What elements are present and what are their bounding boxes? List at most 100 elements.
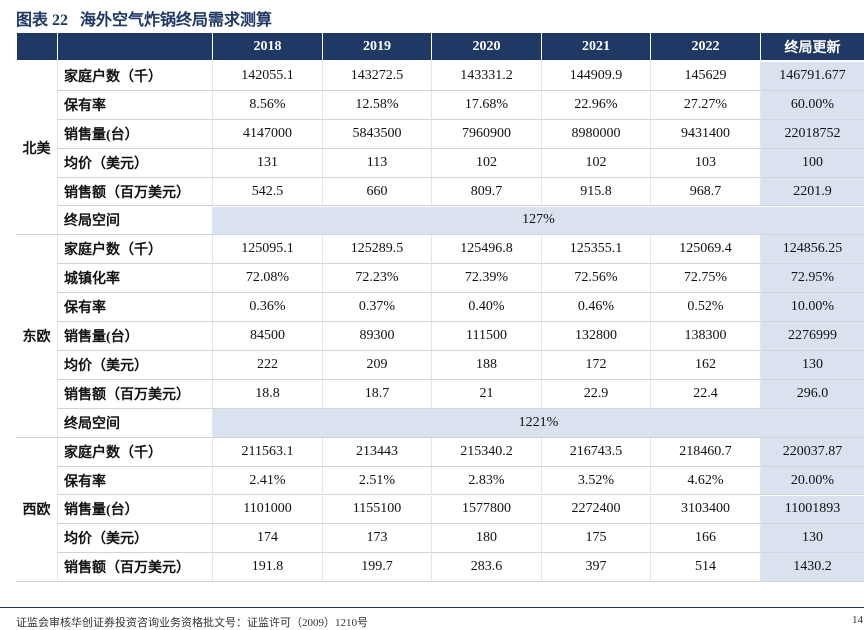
data-cell: 22.96% [541,90,650,120]
data-cell: 188 [431,351,541,380]
data-cell: 146791.677 [760,62,864,91]
data-cell: 213443 [322,437,431,467]
data-cell: 18.7 [322,379,431,409]
data-cell: 2272400 [541,495,650,525]
data-cell: 72.08% [212,264,322,294]
data-cell: 72.75% [650,264,760,294]
data-cell: 22018752 [760,119,864,149]
data-cell: 660 [322,177,431,207]
data-cell: 60.00% [760,90,864,120]
data-cell: 915.8 [541,177,650,207]
data-cell: 4.62% [650,466,760,496]
data-cell: 216743.5 [541,437,650,467]
footer-text: 证监会审核华创证券投资咨询业务资格批文号：证监许可（2009）1210号 [16,617,368,629]
data-cell: 0.36% [212,293,322,323]
footer-rule [0,607,864,608]
data-cell: 0.37% [322,293,431,323]
data-cell: 514 [650,553,760,583]
data-cell: 215340.2 [431,437,541,467]
data-cell: 9431400 [650,119,760,149]
data-cell: 125095.1 [212,235,322,265]
span-cell: 1221% [212,408,864,438]
data-cell: 3103400 [650,495,760,525]
data-cell: 130 [760,351,864,380]
row-label: 均价（美元） [57,148,212,178]
data-cell: 22.9 [541,379,650,409]
data-cell: 132800 [541,322,650,351]
data-cell: 138300 [650,322,760,351]
data-cell: 1101000 [212,495,322,525]
row-label: 终局空间 [57,408,212,438]
row-label: 家庭户数（千） [57,62,212,91]
row-label: 保有率 [57,466,212,496]
data-cell: 0.52% [650,293,760,323]
data-cell: 1155100 [322,495,431,525]
data-cell: 72.39% [431,264,541,294]
data-cell: 130 [760,524,864,554]
row-label: 家庭户数（千） [57,235,212,265]
header-cell [57,33,212,60]
data-cell: 8.56% [212,90,322,120]
figure-title: 海外空气炸锅终局需求测算 [80,12,273,29]
data-cell: 218460.7 [650,437,760,467]
data-cell: 174 [212,524,322,554]
data-cell: 211563.1 [212,437,322,467]
data-cell: 102 [541,148,650,178]
data-cell: 2.83% [431,466,541,496]
data-cell: 0.46% [541,293,650,323]
data-cell: 113 [322,148,431,178]
data-cell: 5843500 [322,119,431,149]
data-cell: 22.4 [650,379,760,409]
data-cell: 143331.2 [431,62,541,91]
data-cell: 124856.25 [760,235,864,265]
data-cell: 166 [650,524,760,554]
data-cell: 173 [322,524,431,554]
row-label: 保有率 [57,293,212,323]
column-header: 2022 [650,33,760,60]
data-cell: 7960900 [431,119,541,149]
data-cell: 2.51% [322,466,431,496]
data-cell: 220037.87 [760,437,864,467]
data-cell: 142055.1 [212,62,322,91]
figure-label: 图表 22 [16,12,69,29]
column-header: 2018 [212,33,322,60]
row-label: 城镇化率 [57,264,212,294]
data-cell: 84500 [212,322,322,351]
data-cell: 72.23% [322,264,431,294]
data-cell: 17.68% [431,90,541,120]
region-label: 北美 [16,62,57,236]
row-label: 销售额（百万美元） [57,379,212,409]
page-number: 14 [852,614,863,626]
data-cell: 222 [212,351,322,380]
data-cell: 296.0 [760,379,864,409]
data-cell: 209 [322,351,431,380]
row-label: 销售额（百万美元） [57,177,212,207]
data-cell: 283.6 [431,553,541,583]
data-cell: 199.7 [322,553,431,583]
row-label: 家庭户数（千） [57,437,212,467]
title: 图表 22 海外空气炸锅终局需求测算 [16,6,272,30]
data-cell: 180 [431,524,541,554]
data-cell: 111500 [431,322,541,351]
data-cell: 125355.1 [541,235,650,265]
data-cell: 11001893 [760,495,864,525]
data-cell: 0.40% [431,293,541,323]
region-label: 西欧 [16,438,57,583]
data-cell: 191.8 [212,553,322,583]
data-cell: 809.7 [431,177,541,207]
data-cell: 4147000 [212,119,322,149]
data-cell: 10.00% [760,293,864,323]
data-cell: 3.52% [541,466,650,496]
column-header: 终局更新 [760,33,864,60]
column-header: 2020 [431,33,541,60]
region-label: 东欧 [16,235,57,438]
data-cell: 21 [431,379,541,409]
row-label: 终局空间 [57,206,212,236]
row-label: 销售量(台） [57,119,212,149]
data-cell: 1577800 [431,495,541,525]
data-cell: 131 [212,148,322,178]
data-cell: 1430.2 [760,553,864,583]
row-label: 销售量(台） [57,495,212,525]
data-cell: 102 [431,148,541,178]
